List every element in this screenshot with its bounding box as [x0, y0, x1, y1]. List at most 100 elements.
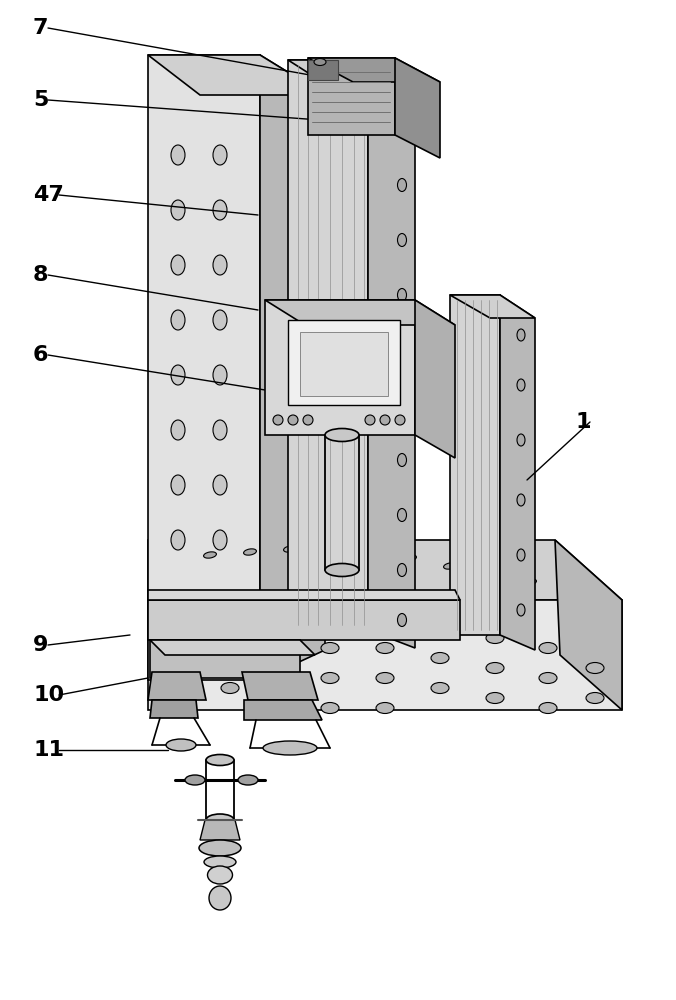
Ellipse shape — [221, 682, 239, 694]
Ellipse shape — [206, 814, 234, 826]
Ellipse shape — [365, 415, 375, 425]
Ellipse shape — [431, 652, 449, 664]
Polygon shape — [148, 540, 622, 600]
Ellipse shape — [166, 739, 196, 751]
Polygon shape — [415, 300, 455, 458]
Ellipse shape — [325, 428, 359, 442]
Ellipse shape — [171, 145, 185, 165]
Ellipse shape — [176, 622, 194, 634]
Polygon shape — [150, 640, 300, 678]
Ellipse shape — [539, 643, 557, 654]
Polygon shape — [242, 672, 318, 700]
Ellipse shape — [204, 856, 236, 868]
Text: 1: 1 — [575, 412, 591, 432]
Text: 8: 8 — [33, 265, 49, 285]
Polygon shape — [200, 820, 240, 840]
Ellipse shape — [383, 567, 396, 573]
Ellipse shape — [517, 434, 525, 446]
Polygon shape — [265, 300, 455, 325]
Ellipse shape — [171, 475, 185, 495]
Ellipse shape — [283, 546, 296, 552]
Ellipse shape — [271, 612, 289, 624]
Ellipse shape — [171, 255, 185, 275]
Ellipse shape — [209, 886, 231, 910]
Text: 7: 7 — [33, 18, 49, 38]
Ellipse shape — [454, 545, 466, 551]
Ellipse shape — [586, 662, 604, 674]
Ellipse shape — [171, 530, 185, 550]
Polygon shape — [395, 58, 440, 158]
Ellipse shape — [486, 692, 504, 704]
Ellipse shape — [397, 178, 406, 192]
Ellipse shape — [321, 672, 339, 684]
Ellipse shape — [443, 563, 456, 569]
Polygon shape — [288, 60, 368, 630]
Polygon shape — [450, 295, 535, 318]
Ellipse shape — [483, 571, 496, 577]
Polygon shape — [148, 55, 325, 95]
Text: 47: 47 — [33, 185, 64, 205]
Ellipse shape — [493, 553, 506, 559]
Ellipse shape — [539, 672, 557, 684]
Text: 5: 5 — [33, 90, 49, 110]
Ellipse shape — [213, 530, 227, 550]
Ellipse shape — [431, 622, 449, 634]
Ellipse shape — [397, 233, 406, 246]
Ellipse shape — [376, 702, 394, 714]
Ellipse shape — [376, 643, 394, 654]
Ellipse shape — [263, 741, 317, 755]
Ellipse shape — [586, 692, 604, 704]
Ellipse shape — [243, 549, 256, 555]
Ellipse shape — [221, 622, 239, 634]
Ellipse shape — [185, 775, 205, 785]
Ellipse shape — [213, 475, 227, 495]
Ellipse shape — [395, 415, 405, 425]
Ellipse shape — [431, 682, 449, 694]
Polygon shape — [260, 55, 325, 680]
Polygon shape — [150, 700, 198, 718]
Ellipse shape — [324, 543, 337, 549]
Polygon shape — [148, 590, 460, 600]
Ellipse shape — [524, 579, 537, 585]
Ellipse shape — [404, 555, 416, 561]
Ellipse shape — [213, 365, 227, 385]
Polygon shape — [148, 600, 460, 640]
Ellipse shape — [376, 672, 394, 684]
Ellipse shape — [303, 415, 313, 425]
Ellipse shape — [517, 549, 525, 561]
Ellipse shape — [304, 565, 316, 571]
Ellipse shape — [213, 310, 227, 330]
Ellipse shape — [397, 613, 406, 626]
Ellipse shape — [199, 840, 241, 856]
Ellipse shape — [314, 58, 326, 66]
Ellipse shape — [213, 420, 227, 440]
Ellipse shape — [517, 329, 525, 341]
Ellipse shape — [517, 494, 525, 506]
Ellipse shape — [380, 415, 390, 425]
Ellipse shape — [397, 564, 406, 576]
Ellipse shape — [517, 379, 525, 391]
Ellipse shape — [238, 775, 258, 785]
Polygon shape — [308, 58, 440, 82]
Polygon shape — [148, 55, 260, 680]
Polygon shape — [288, 320, 400, 405]
Polygon shape — [150, 640, 315, 655]
Ellipse shape — [397, 123, 406, 136]
Ellipse shape — [539, 702, 557, 714]
Polygon shape — [148, 600, 622, 710]
Polygon shape — [368, 60, 415, 648]
Polygon shape — [308, 58, 395, 135]
Polygon shape — [244, 700, 322, 720]
Ellipse shape — [325, 564, 359, 576]
Ellipse shape — [213, 145, 227, 165]
Ellipse shape — [397, 454, 406, 466]
Ellipse shape — [176, 682, 194, 694]
Ellipse shape — [397, 398, 406, 412]
Text: 9: 9 — [33, 635, 49, 655]
Polygon shape — [555, 540, 622, 710]
Text: 10: 10 — [33, 685, 64, 705]
Ellipse shape — [397, 288, 406, 302]
Ellipse shape — [208, 866, 233, 884]
Ellipse shape — [397, 344, 406, 357]
Polygon shape — [300, 332, 388, 396]
